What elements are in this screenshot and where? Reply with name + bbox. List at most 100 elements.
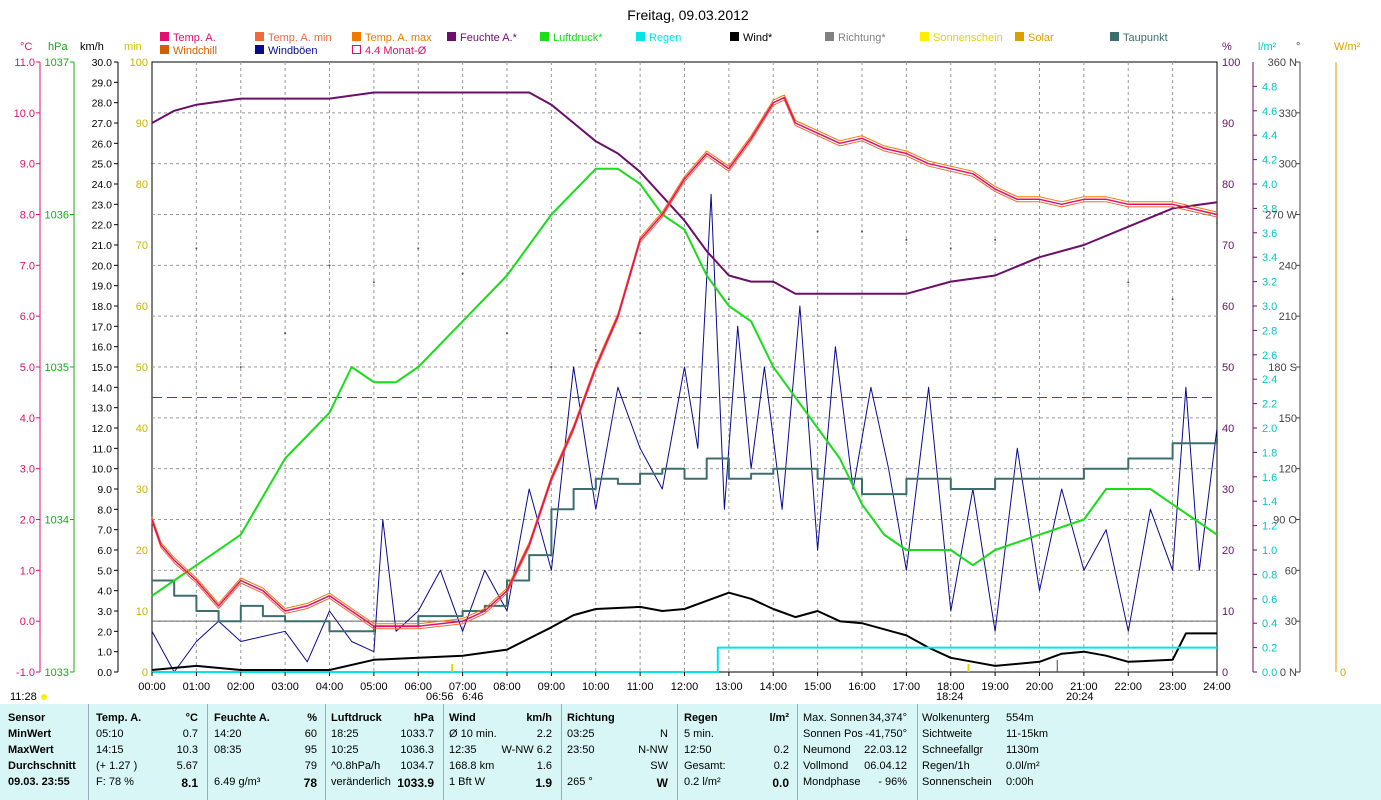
direction-value: SW [650,760,668,772]
temp-tick-label: 11.0 [14,57,35,69]
direction-point [683,213,686,216]
direction-tick-label: 210 [1279,311,1297,323]
wind-axis-title: km/h [80,41,104,53]
pressure-axis-title: hPa [48,41,68,53]
dusk-label: 20:24 [1066,691,1094,703]
pressure-line [151,167,1218,597]
day-markers: 11:28 06:56 6:46 18:24 20:24 [10,660,1094,703]
legend-swatch [825,32,834,41]
humidity-tick-label: 60 [1222,301,1234,313]
rain-tick-label: 0.6 [1262,594,1277,606]
legend-item-label: Feuchte A.* [460,32,518,44]
temp-value: 8.1 [181,776,198,790]
wind-tick-label: 24.0 [92,179,113,191]
wind-tick-label: 12.0 [92,423,113,435]
rain-tick-label: 2.2 [1262,399,1277,411]
direction-tick-label: 120 [1279,464,1297,476]
x-tick-label: 02:00 [227,681,255,693]
wind-tick-label: 10.0 [92,464,113,476]
wind-time: 1 Bft W [449,776,486,788]
row-label: Durchschnitt [8,760,76,772]
legend-item-label: Wind* [743,32,773,44]
direction-tick-label: 300 [1279,159,1297,171]
rain-tick-label: 1.4 [1262,496,1277,508]
humidity-header: Feuchte A. [214,712,270,724]
rain-tick-label: 1.2 [1262,521,1277,533]
solar-tick-label: 0 [1340,667,1346,679]
misc-value: 11-15km [1006,728,1048,740]
humidity-tick-label: 20 [1222,545,1234,557]
misc-value: 0:00h [1006,776,1034,788]
temp-tick-label: 3.0 [20,464,35,476]
wind-tick-label: 11.0 [92,443,112,455]
pressure-value: 1036.3 [400,744,434,756]
wind-time: Ø 10 min. [449,728,497,740]
direction-value: N-NW [638,744,668,756]
rain-tick-label: 2.8 [1262,325,1277,337]
rain-value: 0.2 [773,744,789,756]
rain-tick-label: 1.6 [1262,472,1277,484]
wind-tick-label: 30.0 [92,57,113,69]
direction-tick-label: 60 [1285,565,1297,577]
wind-tick-label: 27.0 [92,118,113,130]
astro-value: 22.03.12 [864,744,907,756]
rain-tick-label: 2.0 [1262,423,1277,435]
pressure-value: 1033.9 [397,776,434,790]
humidity-tick-label: 40 [1222,423,1234,435]
legend-item-label: Temp. A. min [268,32,332,44]
legend: Temp. A. Temp. A. min Temp. A. max Feuchte … [160,32,1168,57]
legend-swatch [255,45,264,54]
wind-tick-label: 22.0 [92,220,113,232]
wind-line [151,591,1217,671]
sun-axis-title: min [124,41,142,53]
rain-tick-label: 2.6 [1262,350,1277,362]
rain-tick-label: 3.0 [1262,301,1277,313]
misc-value: 554m [1006,712,1034,724]
pressure-time: ^0.8hPa/h [331,760,381,772]
rain-unit: l/m² [769,712,789,724]
x-tick-label: 01:00 [183,681,211,693]
wind-tick-label: 6.0 [97,545,112,557]
pressure-tick-label: 1035 [45,362,69,374]
x-tick-label: 16:00 [848,681,876,693]
direction-header: Richtung [567,712,615,724]
row-label: MinWert [8,728,52,740]
temp-value: 5.67 [176,760,198,772]
moonrise-label: 11:28 [10,691,37,703]
humidity-tick-label: 100 [1222,57,1240,69]
legend-swatch [352,32,361,41]
pressure-tick-label: 1033 [45,667,69,679]
legend-item-label: Luftdruck* [553,32,603,44]
rain-tick-label: 0.2 [1262,643,1277,655]
rain-tick-label: 1.8 [1262,447,1277,459]
direction-tick-label: 0 N [1280,667,1297,679]
panel-separator [797,704,798,800]
rain-line [152,646,1217,673]
row-label: 09.03. 23:55 [8,776,70,788]
sun-tick-label: 40 [136,423,148,435]
misc-label: Sichtweite [922,728,973,740]
sun-tick-label: 100 [130,57,148,69]
direction-tick-label: 30 [1285,616,1297,628]
rain-tick-label: 4.6 [1262,106,1277,118]
wind-tick-label: 3.0 [97,606,112,618]
legend-item-label: Regen [649,32,681,44]
solar-axis-title: W/m² [1334,41,1361,53]
x-tick-label: 19:00 [981,681,1009,693]
wind-value: 2.2 [536,728,552,740]
temp-header: Temp. A. [96,712,142,724]
temp-unit: °C [185,712,198,724]
astro-label: Mondphase [803,776,861,788]
dewpoint-line [152,438,1218,633]
direction-point [816,230,819,233]
x-tick-label: 04:00 [316,681,344,693]
astro-label: Vollmond [803,760,849,772]
wind-tick-label: 7.0 [97,525,112,537]
sun-tick-label: 0 [142,667,148,679]
temp-tick-label: 0.0 [20,616,35,628]
temp-value: 0.7 [182,728,198,740]
pressure-header: Luftdruck [331,712,382,724]
direction-point [594,349,597,352]
pressure-value: 1033.7 [400,728,434,740]
sun-tick-label: 80 [136,179,148,191]
